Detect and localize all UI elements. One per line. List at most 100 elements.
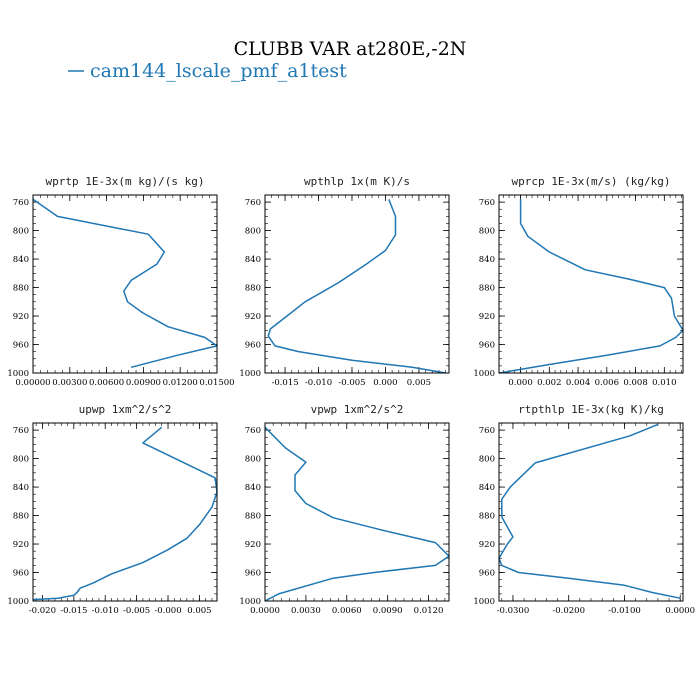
y-tick-label: 800 xyxy=(13,455,29,465)
y-tick-label: 880 xyxy=(245,284,261,294)
y-tick-label: 920 xyxy=(13,540,29,550)
series-line xyxy=(264,426,450,602)
y-tick-label: 880 xyxy=(245,512,261,522)
y-tick-label: 880 xyxy=(479,512,495,522)
y-tick-label: 800 xyxy=(479,227,495,237)
y-tick-label: 760 xyxy=(245,198,261,208)
x-tick-label: -0.0100 xyxy=(608,606,641,616)
x-tick-label: -0.015 xyxy=(271,378,298,388)
x-tick-label: 0.01200 xyxy=(163,378,198,388)
x-tick-label: 0.002 xyxy=(537,378,561,388)
chart-panel: wprtp 1E-3x(m kg)/(s kg) 760 800 840 880 920 9… xyxy=(7,175,234,388)
y-tick-label: 880 xyxy=(479,284,495,294)
y-tick-label: 920 xyxy=(245,540,261,550)
y-tick-label: 840 xyxy=(13,483,29,493)
panel-title: wpthlp 1x(m K)/s xyxy=(304,175,410,188)
x-tick-label: -0.0300 xyxy=(497,606,530,616)
series-line xyxy=(32,198,218,369)
y-tick-label: 840 xyxy=(245,483,261,493)
x-tick-label: 0.005 xyxy=(187,606,211,616)
panel-title: vpwp 1xm^2/s^2 xyxy=(311,403,404,416)
x-tick-label: 0.00600 xyxy=(89,378,124,388)
series-line xyxy=(498,199,684,374)
x-tick-label: -0.000 xyxy=(154,606,181,616)
y-tick-label: 960 xyxy=(13,341,29,351)
y-tick-label: 840 xyxy=(13,255,29,265)
x-tick-label: 0.0090 xyxy=(373,606,403,616)
y-tick-label: 880 xyxy=(13,284,29,294)
y-tick-label: 960 xyxy=(479,341,495,351)
x-tick-label: 0.0120 xyxy=(414,606,444,616)
plot-frame xyxy=(264,194,450,374)
y-tick-label: 960 xyxy=(479,569,495,579)
x-tick-label: -0.005 xyxy=(338,378,365,388)
series-line xyxy=(498,423,681,599)
y-tick-label: 920 xyxy=(479,312,495,322)
y-tick-label: 920 xyxy=(245,312,261,322)
x-tick-label: -0.010 xyxy=(305,378,332,388)
x-tick-label: 0.0000 xyxy=(665,606,695,616)
y-tick-label: 1000 xyxy=(239,597,261,607)
y-tick-label: 840 xyxy=(479,255,495,265)
y-tick-label: 800 xyxy=(245,455,261,465)
x-tick-label: 0.0030 xyxy=(291,606,321,616)
x-tick-label: 0.004 xyxy=(566,378,590,388)
panels-container: wprtp 1E-3x(m kg)/(s kg) 760 800 840 880 920 9… xyxy=(7,175,695,616)
y-tick-label: 920 xyxy=(479,540,495,550)
y-tick-label: 800 xyxy=(479,455,495,465)
plot-frame xyxy=(498,422,684,602)
y-tick-label: 960 xyxy=(245,341,261,351)
x-tick-label: 0.0060 xyxy=(332,606,362,616)
chart-panel: rtpthlp 1E-3x(kg K)/kg 760 800 840 880 920 960… xyxy=(473,403,695,616)
figure-title: CLUBB VAR at280E,-2N xyxy=(234,38,467,60)
y-tick-label: 760 xyxy=(479,198,495,208)
y-tick-label: 760 xyxy=(13,426,29,436)
x-tick-label: 0.008 xyxy=(623,378,647,388)
y-tick-label: 1000 xyxy=(473,597,495,607)
x-tick-label: 0.01500 xyxy=(199,378,234,388)
x-tick-label: 0.005 xyxy=(407,378,431,388)
y-tick-label: 800 xyxy=(13,227,29,237)
x-tick-label: -0.015 xyxy=(60,606,87,616)
y-tick-label: 760 xyxy=(479,426,495,436)
x-tick-label: 0.00300 xyxy=(52,378,87,388)
panel-title: wprcp 1E-3x(m/s) (kg/kg) xyxy=(512,175,671,188)
legend-label: cam144_lscale_pmf_a1test xyxy=(90,60,347,82)
x-tick-label: -0.020 xyxy=(29,606,56,616)
chart-panel: vpwp 1xm^2/s^276080084088092096010000.00… xyxy=(239,403,450,616)
y-tick-label: 920 xyxy=(13,312,29,322)
legend: cam144_lscale_pmf_a1test xyxy=(68,60,347,82)
plot-frame xyxy=(32,194,218,374)
chart-panel: wpthlp 1x(m K)/s 760 800 840 880 920 960 1000 -0… xyxy=(239,175,450,388)
y-tick-label: 1000 xyxy=(7,597,29,607)
series-line xyxy=(32,426,218,601)
x-tick-label: 0.000 xyxy=(373,378,397,388)
x-tick-label: 0.000 xyxy=(508,378,532,388)
panel-title: upwp 1xm^2/s^2 xyxy=(79,403,172,416)
chart-panel: upwp 1xm^2/s^27608008408809209601000-0.0… xyxy=(7,403,218,616)
panel-title: rtpthlp 1E-3x(kg K)/kg xyxy=(518,403,664,416)
chart-panel: wprcp 1E-3x(m/s) (kg/kg) 760 800 840 880 920 9… xyxy=(473,175,684,388)
y-tick-label: 760 xyxy=(13,198,29,208)
series-line xyxy=(267,199,446,374)
y-tick-label: 1000 xyxy=(7,369,29,379)
panel-title: wprtp 1E-3x(m kg)/(s kg) xyxy=(46,175,205,188)
y-tick-label: 840 xyxy=(245,255,261,265)
y-tick-label: 960 xyxy=(13,569,29,579)
y-tick-label: 760 xyxy=(245,426,261,436)
x-tick-label: 0.00000 xyxy=(15,378,50,388)
x-tick-label: 0.010 xyxy=(652,378,676,388)
y-tick-label: 1000 xyxy=(239,369,261,379)
y-tick-label: 960 xyxy=(245,569,261,579)
x-tick-label: 0.0000 xyxy=(250,606,280,616)
x-tick-label: 0.006 xyxy=(595,378,619,388)
y-tick-label: 840 xyxy=(479,483,495,493)
x-tick-label: 0.00900 xyxy=(126,378,161,388)
plot-frame xyxy=(264,422,450,602)
y-tick-label: 880 xyxy=(13,512,29,522)
x-tick-label: -0.0200 xyxy=(552,606,585,616)
plot-frame xyxy=(32,422,218,602)
y-tick-label: 800 xyxy=(245,227,261,237)
y-tick-label: 1000 xyxy=(473,369,495,379)
